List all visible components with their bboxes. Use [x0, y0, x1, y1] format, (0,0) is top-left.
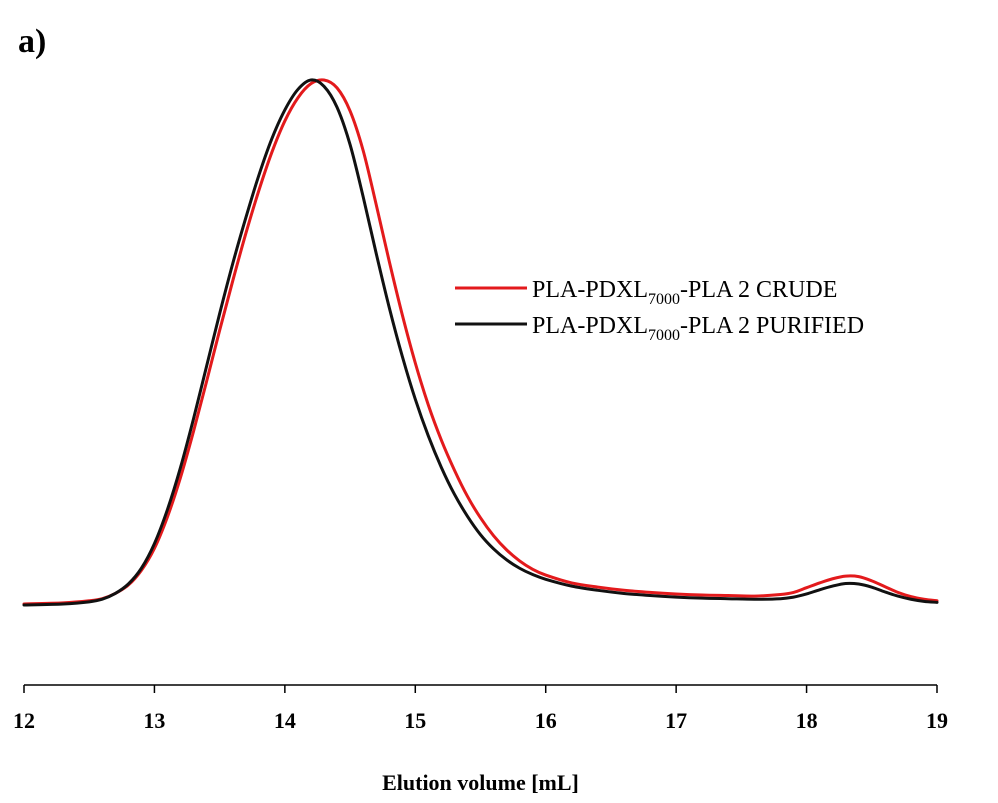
series-layer	[22, 78, 939, 607]
x-tick-label: 14	[274, 708, 296, 733]
x-tick-label: 18	[796, 708, 818, 733]
panel-label: a)	[18, 23, 46, 60]
series-line-crude	[22, 78, 939, 606]
x-tick-label: 15	[404, 708, 426, 733]
x-tick-label: 17	[665, 708, 687, 733]
legend: PLA-PDXL7000-PLA 2 CRUDE PLA-PDXL7000-PLA…	[455, 277, 864, 344]
legend-label-purified: PLA-PDXL7000-PLA 2 PURIFIED	[532, 313, 864, 344]
x-axis-title: Elution volume [mL]	[382, 770, 579, 795]
x-ticks: 12 13 14 15 16 17 18 19	[13, 685, 948, 733]
plot-area	[22, 78, 939, 607]
x-tick-label: 16	[535, 708, 557, 733]
x-tick-label: 19	[926, 708, 948, 733]
x-axis: 12 13 14 15 16 17 18 19	[13, 684, 948, 733]
legend-label-crude: PLA-PDXL7000-PLA 2 CRUDE	[532, 277, 837, 308]
x-tick-label: 12	[13, 708, 35, 733]
x-tick-label: 13	[143, 708, 165, 733]
series-line-purified	[22, 78, 939, 607]
